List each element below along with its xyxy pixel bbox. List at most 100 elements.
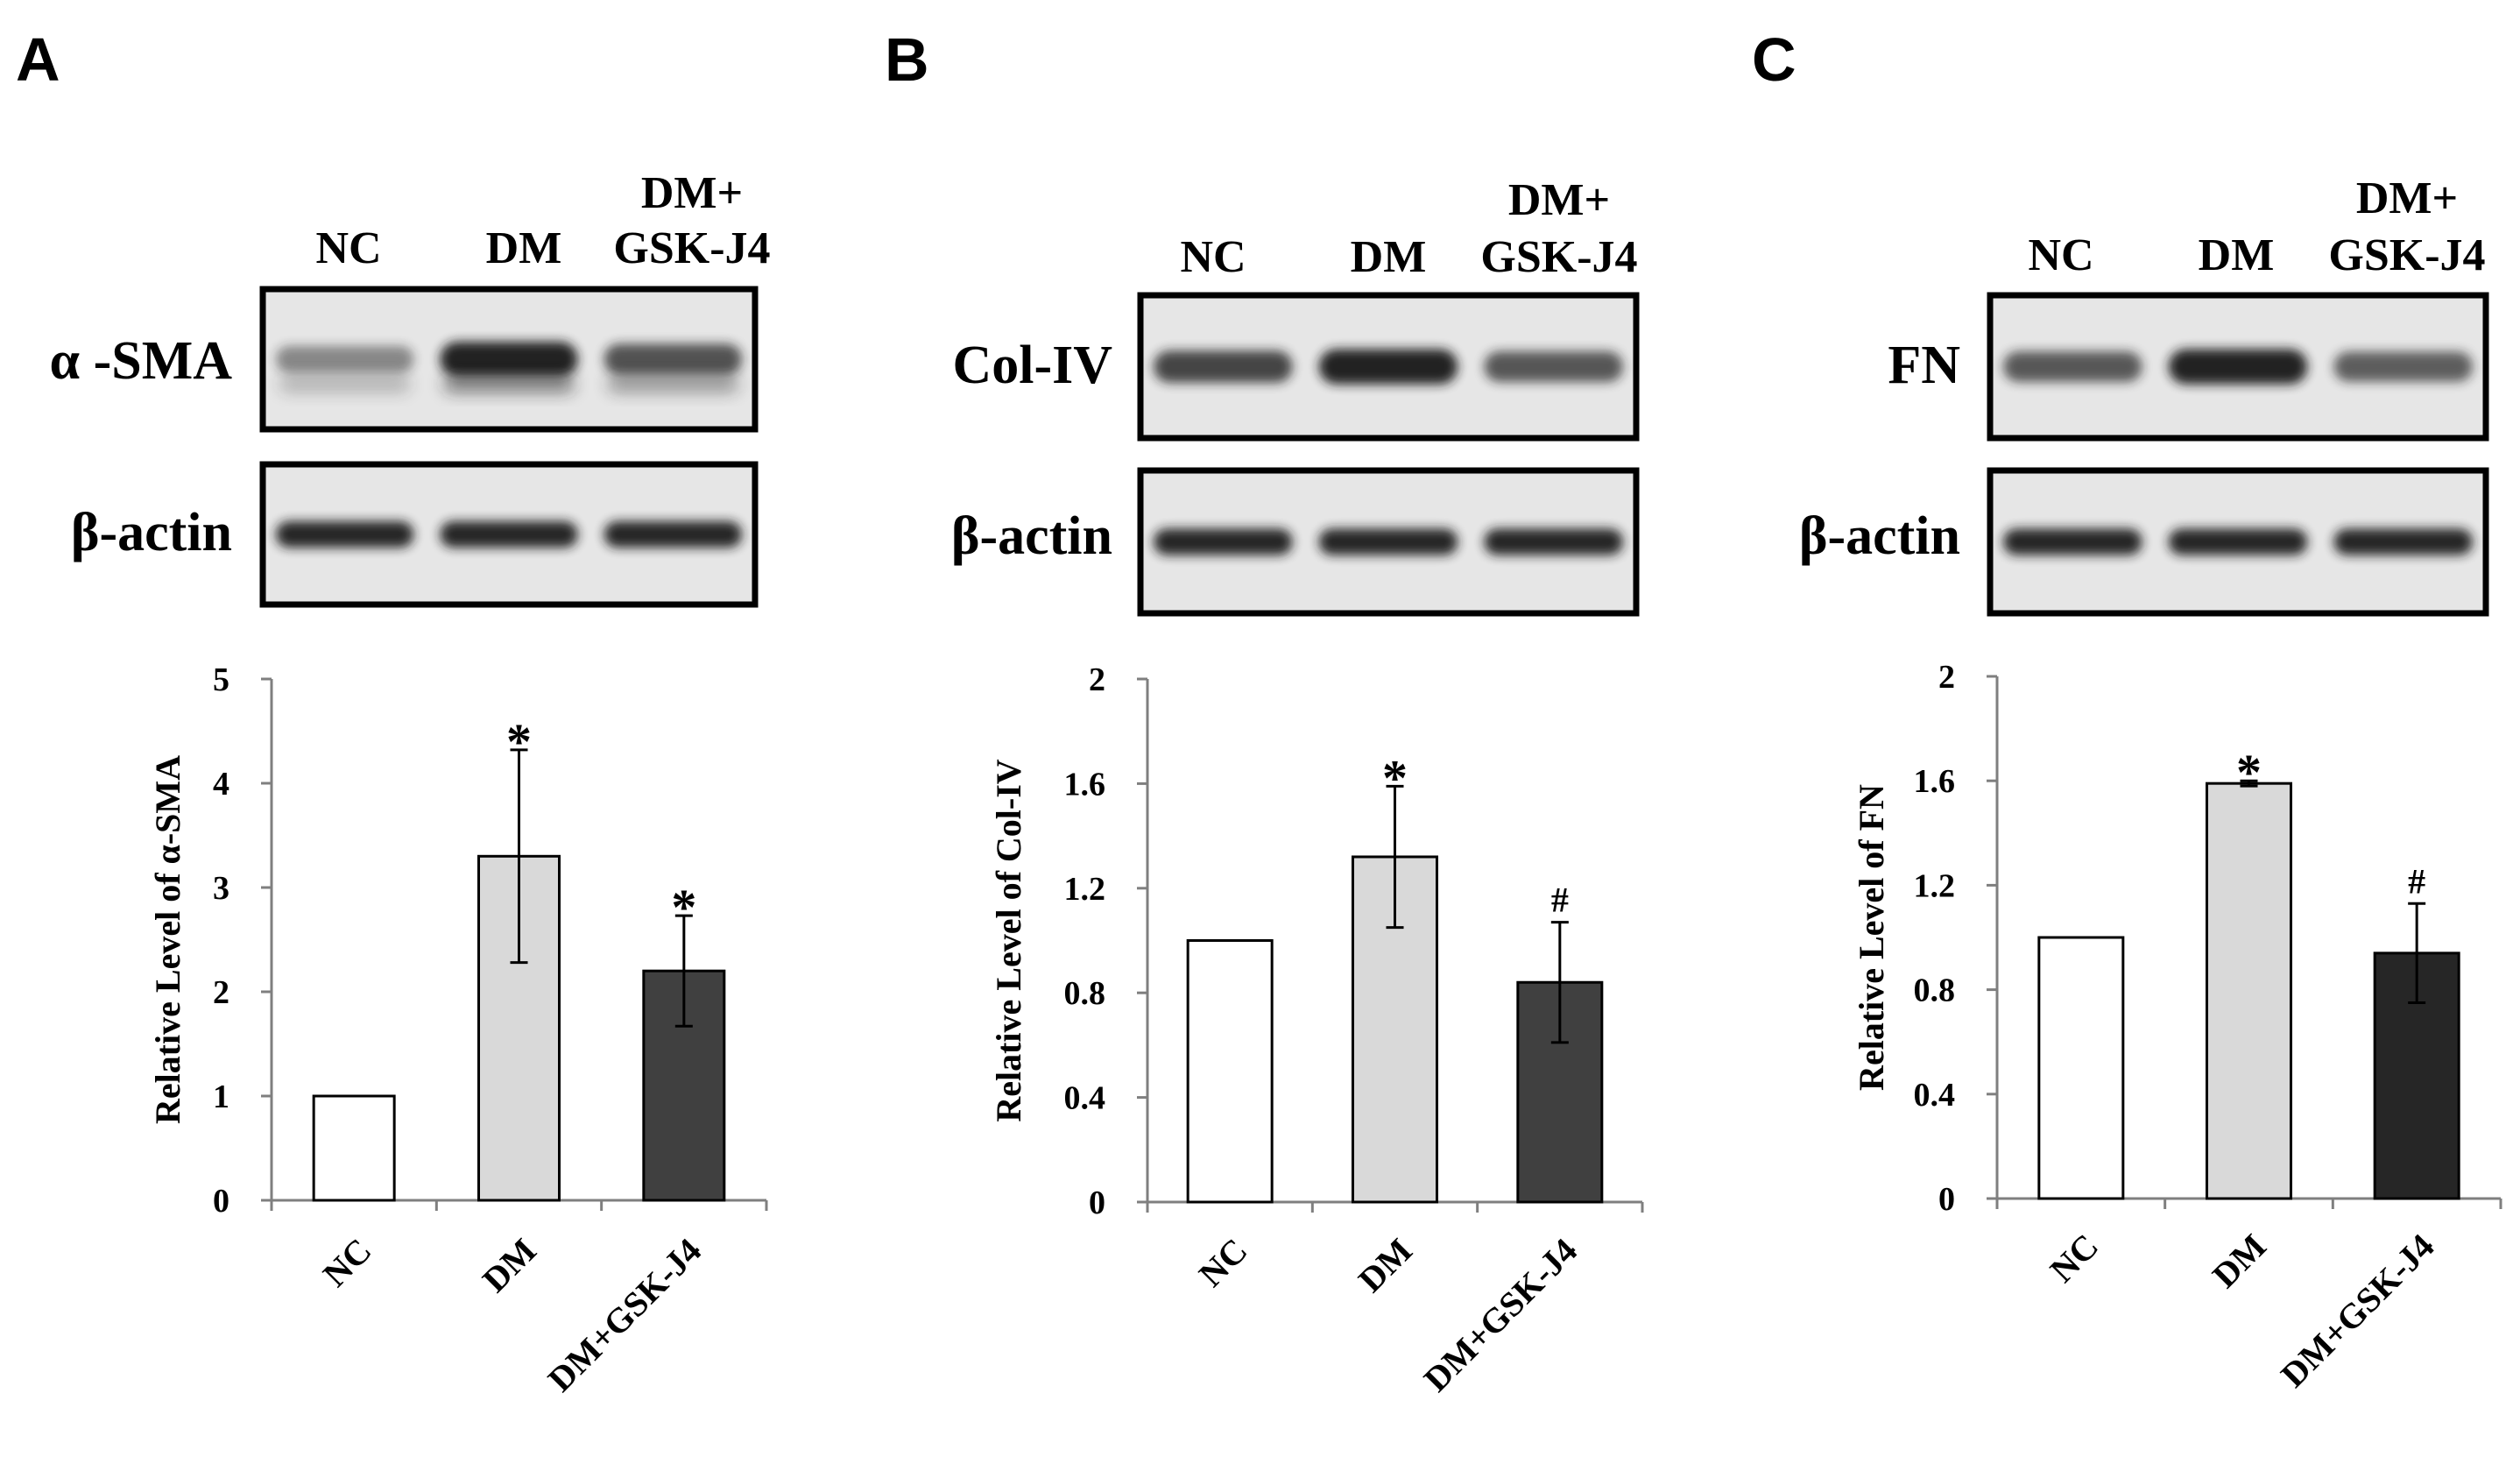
bar-chart: 0 1 2 3 4 5 Relative Level of α-SMA NC * DM * DM+GS…	[148, 661, 768, 1399]
y-tick-label: 5	[213, 661, 229, 698]
blot-band	[275, 521, 414, 548]
blot-band	[2333, 351, 2473, 382]
y-tick-label: 1.6	[1914, 763, 1956, 800]
y-tick-label: 1.2	[1914, 867, 1956, 904]
bar-chart: 0 0.4 0.8 1.2 1.6 2 Relative Level of FN NC * DM #…	[1852, 659, 2502, 1395]
blot-lane-label: DM	[486, 223, 562, 273]
significance-mark: *	[2236, 744, 2262, 801]
blot-band	[2168, 528, 2308, 555]
y-tick-label: 2	[1938, 659, 1955, 696]
blot-band-lower	[279, 375, 411, 393]
blot-band	[1484, 351, 1623, 382]
blot-frame	[1987, 467, 2489, 617]
blot-lane-label: GSK-J4	[613, 223, 770, 273]
blot-lane-label: DM+	[2356, 173, 2458, 223]
y-axis-label: Relative Level of α-SMA	[148, 755, 187, 1124]
panel-c: CNC DMDM+GSK-J4FNβ-actin00.40.81.21.62Rel…	[1752, 25, 2502, 1395]
panel-b: BNC DMDM+GSK-J4Col-IVβ-actin00.40.81.21.6…	[885, 25, 1644, 1399]
blot-band	[1318, 349, 1458, 385]
y-tick-label: 2	[213, 974, 229, 1011]
blot-lane-label: DM	[2199, 230, 2275, 280]
x-tick-label: NC	[315, 1231, 379, 1295]
blot-frame	[259, 461, 759, 608]
y-tick-label: 3	[213, 870, 229, 907]
western-blot-target	[1987, 292, 2489, 442]
blot-frame	[1987, 292, 2489, 442]
x-tick-label: DM+GSK-J4	[2273, 1227, 2441, 1395]
blot-lane-label: DM+	[641, 168, 743, 218]
blot-lane-label: NC	[1180, 232, 1246, 282]
bar	[2206, 782, 2292, 1200]
panel-letter: C	[1752, 25, 1796, 94]
blot-band	[1154, 528, 1293, 555]
blot-band	[440, 342, 578, 377]
significance-mark: #	[2408, 861, 2425, 901]
significance-mark: *	[506, 713, 532, 770]
blot-frame	[259, 286, 759, 433]
x-tick-label: DM+GSK-J4	[540, 1231, 709, 1399]
y-tick-label: 1	[213, 1079, 229, 1115]
blot-lane-label: NC	[315, 223, 381, 273]
western-blot-target	[259, 286, 759, 433]
y-tick-label: 2	[1089, 661, 1105, 698]
western-blot-target	[1137, 292, 1640, 442]
y-tick-label: 0.4	[1914, 1077, 1956, 1114]
blot-band	[275, 345, 414, 373]
y-tick-label: 0	[1938, 1181, 1955, 1218]
blot-row-label: β-actin	[71, 503, 232, 562]
blot-row-label: β-actin	[1799, 506, 1960, 566]
panel-letter: A	[16, 25, 60, 94]
x-tick-label: DM	[1351, 1231, 1420, 1300]
blot-band	[440, 521, 578, 548]
blot-lane-label: DM+	[1508, 175, 1610, 225]
western-blot-actin	[1137, 467, 1640, 617]
x-tick-label: NC	[1191, 1231, 1255, 1295]
blot-lane-label: GSK-J4	[2328, 230, 2485, 280]
blot-band	[2003, 351, 2142, 382]
y-tick-label: 4	[213, 766, 229, 803]
x-tick-label: DM	[475, 1231, 544, 1300]
western-blot-actin	[1987, 467, 2489, 617]
y-axis-label: Relative Level of FN	[1852, 784, 1891, 1091]
bar	[312, 1094, 396, 1202]
panel-letter: B	[885, 25, 929, 94]
western-blot-actin	[259, 461, 759, 608]
blot-band	[2168, 349, 2308, 385]
x-tick-label: DM	[2205, 1227, 2274, 1296]
significance-mark: *	[671, 879, 696, 936]
blot-lane-label: NC	[2028, 230, 2093, 280]
blot-band	[1318, 528, 1458, 555]
significance-mark: #	[1551, 881, 1569, 920]
bar	[1186, 939, 1274, 1204]
y-axis-label: Relative Level of Col-IV	[989, 759, 1028, 1121]
blot-band	[2333, 528, 2473, 555]
blot-band	[604, 521, 743, 548]
blot-frame	[1137, 292, 1640, 442]
blot-row-label: α -SMA	[49, 331, 232, 391]
blot-band	[2003, 528, 2142, 555]
y-tick-label: 0	[1089, 1185, 1105, 1221]
blot-row-label: Col-IV	[952, 336, 1112, 395]
blot-frame	[1137, 467, 1640, 617]
blot-lane-label: DM	[1351, 232, 1427, 282]
y-tick-label: 1.2	[1064, 871, 1106, 908]
blot-band-lower	[607, 375, 739, 393]
x-tick-label: DM+GSK-J4	[1416, 1231, 1585, 1399]
blot-band	[1154, 350, 1293, 383]
x-tick-label: NC	[2043, 1227, 2107, 1291]
y-tick-label: 0	[213, 1183, 229, 1220]
blot-band-lower	[443, 375, 575, 393]
blot-row-label: FN	[1888, 336, 1960, 395]
blot-lane-label: GSK-J4	[1480, 232, 1637, 282]
bar	[2037, 936, 2125, 1200]
y-tick-label: 0.4	[1064, 1080, 1106, 1117]
significance-mark: *	[1382, 749, 1408, 806]
y-tick-label: 0.8	[1064, 975, 1106, 1012]
blot-band	[1484, 528, 1623, 555]
y-tick-label: 0.8	[1914, 973, 1956, 1009]
blot-row-label: β-actin	[951, 506, 1112, 566]
bar-chart: 0 0.4 0.8 1.2 1.6 2 Relative Level of Col-IV NC…	[989, 661, 1644, 1399]
